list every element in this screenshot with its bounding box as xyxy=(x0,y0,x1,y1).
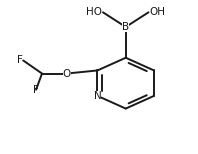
Text: N: N xyxy=(94,91,101,101)
Text: O: O xyxy=(63,69,71,79)
Text: F: F xyxy=(17,55,23,65)
Text: F: F xyxy=(33,85,39,95)
Text: OH: OH xyxy=(149,7,166,17)
Text: B: B xyxy=(122,22,129,32)
Text: HO: HO xyxy=(86,7,102,17)
